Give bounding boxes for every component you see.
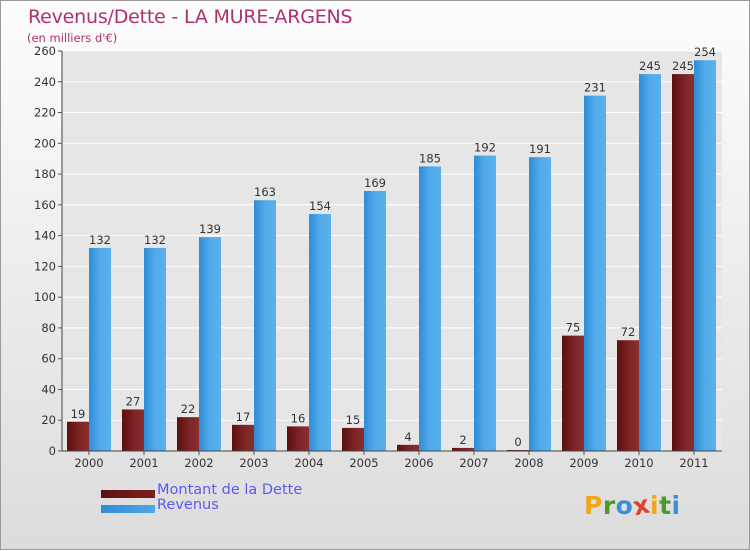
revenue-bar-value-label: 132	[89, 233, 111, 247]
y-tick-label: 220	[34, 106, 56, 120]
debt-bar	[397, 444, 419, 451]
debt-bar-value-label: 27	[126, 394, 141, 408]
logo-letter: i	[671, 491, 681, 520]
revenue-bar	[89, 247, 111, 451]
x-tick-label: 2005	[349, 456, 378, 470]
x-tick-label: 2010	[624, 456, 653, 470]
revenue-bar	[419, 166, 441, 451]
revenue-bar	[364, 191, 386, 451]
debt-bar	[342, 427, 364, 451]
x-tick-label: 2001	[129, 456, 158, 470]
revenue-bar-value-label: 231	[584, 81, 606, 95]
y-tick-label: 100	[34, 290, 56, 304]
legend-swatch-revenue	[101, 505, 155, 513]
revenue-bar	[529, 157, 551, 451]
debt-bar-value-label: 0	[514, 435, 521, 449]
x-tick-label: 2002	[184, 456, 213, 470]
y-tick-label: 260	[34, 44, 56, 58]
x-tick-label: 2000	[74, 456, 103, 470]
debt-bar	[67, 421, 89, 451]
y-tick-label: 120	[34, 259, 56, 273]
debt-bar-value-label: 2	[459, 433, 466, 447]
debt-bar-value-label: 16	[291, 411, 306, 425]
revenue-bar-value-label: 169	[364, 176, 386, 190]
logo-letter: i	[650, 491, 660, 520]
revenue-bar-value-label: 245	[639, 59, 661, 73]
legend-label-revenue: Revenus	[157, 497, 219, 513]
x-tick-label: 2006	[404, 456, 433, 470]
revenue-bar	[254, 200, 276, 451]
chart-subtitle: (en milliers d'€)	[27, 31, 118, 45]
revenue-bar-value-label: 254	[694, 45, 716, 59]
revenue-bar-value-label: 139	[199, 222, 221, 236]
revenue-bar-value-label: 185	[419, 151, 441, 165]
legend-label-debt: Montant de la Dette	[157, 482, 303, 498]
debt-bar-value-label: 4	[404, 430, 411, 444]
y-tick-label: 140	[34, 229, 56, 243]
revenue-bar	[584, 95, 606, 451]
logo-letter: P	[584, 491, 603, 520]
debt-bar-value-label: 245	[672, 59, 694, 73]
x-tick-label: 2011	[679, 456, 708, 470]
logo-letter: o	[615, 491, 634, 520]
revenue-bar-value-label: 191	[529, 142, 551, 156]
x-tick-label: 2008	[514, 456, 543, 470]
logo-letter: t	[659, 491, 672, 520]
y-tick-label: 180	[34, 167, 56, 181]
x-tick-label: 2009	[569, 456, 598, 470]
legend-swatch-debt	[101, 490, 155, 498]
debt-bar-value-label: 15	[346, 413, 361, 427]
y-tick-label: 40	[41, 382, 56, 396]
x-tick-label: 2003	[239, 456, 268, 470]
y-tick-label: 240	[34, 75, 56, 89]
debt-bar-value-label: 72	[621, 325, 636, 339]
debt-bar-value-label: 17	[236, 410, 251, 424]
logo-letter: r	[602, 491, 616, 520]
revenue-bar-value-label: 163	[254, 185, 276, 199]
y-tick-label: 80	[41, 321, 56, 335]
debt-bar	[177, 417, 199, 451]
revenue-bar-value-label: 192	[474, 141, 496, 155]
revenue-bar	[639, 74, 661, 452]
revenue-bar	[309, 214, 331, 451]
x-tick-label: 2004	[294, 456, 323, 470]
x-tick-label: 2007	[459, 456, 488, 470]
chart-title: Revenus/Dette - LA MURE-ARGENS	[28, 6, 353, 28]
plot-area	[62, 51, 722, 451]
debt-bar-value-label: 19	[71, 407, 86, 421]
y-tick-label: 60	[41, 352, 56, 366]
debt-bar	[617, 340, 639, 451]
debt-bar	[562, 335, 584, 451]
debt-bar	[122, 409, 144, 451]
revenue-bar	[144, 247, 166, 451]
debt-bar	[287, 426, 309, 451]
debt-bar-value-label: 75	[566, 321, 581, 335]
revenue-bar-value-label: 154	[309, 199, 331, 213]
proxiti-logo: Proxiti	[584, 490, 681, 522]
revenue-bar-value-label: 132	[144, 233, 166, 247]
y-tick-label: 200	[34, 136, 56, 150]
y-tick-label: 20	[41, 413, 56, 427]
debt-bar-value-label: 22	[181, 402, 196, 416]
debt-bar	[672, 74, 694, 452]
debt-bar	[452, 447, 474, 451]
revenue-bar	[694, 60, 716, 451]
revenue-bar	[199, 237, 221, 451]
revenue-bar	[474, 155, 496, 451]
debt-bar	[232, 424, 254, 451]
y-tick-label: 160	[34, 198, 56, 212]
y-tick-label: 0	[49, 444, 56, 458]
